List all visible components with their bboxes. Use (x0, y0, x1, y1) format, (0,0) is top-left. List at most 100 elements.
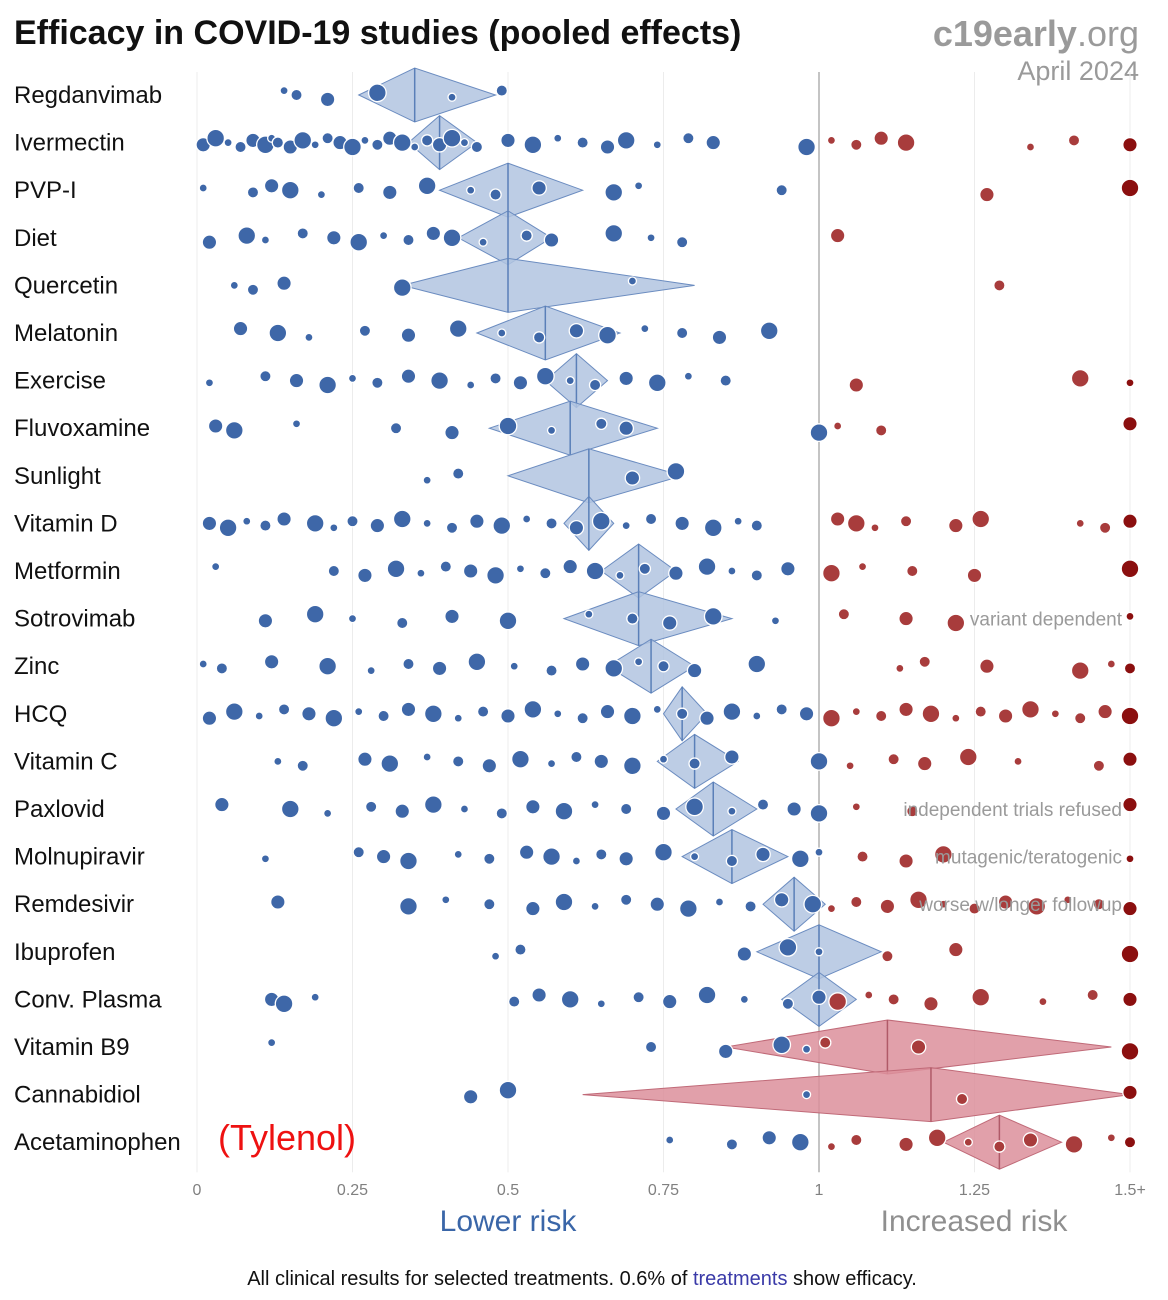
study-point-13-3 (277, 703, 291, 716)
study-point-14-7 (510, 749, 530, 769)
study-point-17-9 (678, 899, 698, 919)
study-point-14-5 (451, 755, 465, 768)
row-zinc (198, 638, 1137, 694)
study-point-13-2 (254, 711, 264, 721)
study-point-5-11 (675, 326, 689, 340)
study-point-9-1 (218, 518, 238, 538)
study-point-9-22 (733, 516, 743, 526)
row-quercetin (229, 257, 1006, 313)
study-point-21-0 (462, 1088, 479, 1105)
study-point-2-4 (316, 189, 327, 200)
study-point-16-12 (689, 851, 700, 862)
study-point-8-2 (624, 470, 641, 486)
row-remdesivir: worse w/longer followup (270, 876, 1138, 932)
study-point-3-9 (442, 228, 462, 248)
study-point-17-17 (909, 890, 928, 910)
lower-risk-label: Lower risk (440, 1205, 578, 1238)
study-point-22-6 (898, 1136, 914, 1153)
study-point-18-1 (514, 943, 527, 956)
study-point-22-0 (665, 1135, 675, 1145)
study-point-9-31 (1098, 521, 1112, 535)
study-point-2-3 (280, 180, 300, 200)
treatments-link[interactable]: treatments (693, 1268, 787, 1290)
treatment-label-17: Remdesivir (14, 891, 134, 918)
pooled-diamond-7 (487, 400, 659, 456)
study-point-17-24 (1122, 900, 1138, 917)
study-point-16-17 (856, 850, 869, 863)
study-point-17-22 (1063, 895, 1073, 905)
treatment-label-0: Regdanvimab (14, 82, 162, 109)
study-point-13-35 (1073, 711, 1087, 725)
treatment-labels: Regdanvimab Ivermectin PVP-I Diet Quercetin M… (14, 82, 181, 1156)
study-point-5-7 (532, 331, 546, 344)
pooled-diamond-0 (357, 67, 498, 123)
study-point-13-14 (553, 709, 563, 719)
study-point-16-15 (790, 849, 810, 869)
study-point-3-5 (349, 232, 369, 252)
study-point-3-0 (201, 234, 218, 251)
study-point-10-11 (585, 561, 605, 581)
study-point-21-2 (801, 1089, 812, 1100)
study-point-12-5 (402, 657, 415, 671)
chart-title: Efficacy in COVID-19 studies (pooled eff… (14, 14, 741, 52)
study-point-11-6 (584, 609, 594, 619)
study-point-15-1 (280, 799, 300, 819)
study-point-19-10 (739, 994, 750, 1005)
study-point-2-13 (775, 183, 788, 197)
study-point-20-3 (772, 1035, 792, 1055)
study-point-19-9 (697, 985, 717, 1005)
study-point-17-15 (850, 895, 863, 909)
study-point-17-0 (270, 894, 286, 910)
study-point-12-20 (1106, 659, 1116, 669)
study-point-13-25 (821, 708, 841, 728)
study-point-11-2 (347, 613, 358, 624)
treatment-label-20: Vitamin B9 (14, 1034, 130, 1061)
study-point-12-4 (366, 665, 376, 676)
study-point-19-13 (828, 992, 848, 1012)
study-point-5-12 (711, 329, 728, 346)
row-vitamin-d (201, 495, 1138, 552)
pooled-diamond-11 (562, 591, 734, 647)
study-point-17-6 (590, 901, 600, 912)
study-point-6-19 (1070, 368, 1090, 388)
study-point-17-2 (441, 895, 451, 905)
row-paxlovid: independent trials refused (214, 781, 1138, 837)
study-point-11-10 (770, 616, 781, 626)
study-point-11-5 (498, 611, 518, 631)
study-point-21-3 (955, 1092, 969, 1106)
study-point-11-13 (946, 613, 966, 633)
treatment-label-19: Conv. Plasma (14, 986, 162, 1013)
study-point-2-9 (489, 188, 502, 201)
study-point-1-19 (420, 134, 434, 147)
study-point-13-17 (622, 706, 642, 726)
study-point-15-10 (590, 799, 600, 810)
study-point-1-18 (410, 142, 420, 152)
study-point-6-3 (318, 375, 338, 395)
source-date: April 2024 (1017, 56, 1139, 86)
study-point-4-3 (392, 278, 412, 298)
study-point-13-20 (699, 710, 715, 727)
treatment-label-10: Metformin (14, 558, 121, 585)
row-ibuprofen (490, 924, 1140, 980)
study-point-15-14 (727, 806, 737, 816)
study-point-17-13 (803, 894, 823, 914)
study-point-3-8 (425, 225, 442, 242)
study-point-15-12 (655, 805, 672, 822)
study-point-3-11 (520, 229, 533, 242)
study-point-10-14 (668, 565, 684, 582)
study-point-9-21 (703, 518, 723, 538)
study-point-9-28 (947, 517, 964, 534)
study-point-11-1 (305, 604, 325, 624)
study-point-1-17 (392, 133, 412, 153)
study-point-16-0 (260, 854, 271, 864)
row-diet (201, 210, 846, 266)
study-point-10-23 (1120, 559, 1140, 579)
study-point-19-1 (274, 994, 294, 1014)
study-point-7-1 (224, 420, 244, 440)
study-point-19-12 (811, 989, 827, 1006)
study-point-1-30 (652, 140, 662, 150)
study-point-0-5 (495, 84, 509, 97)
study-point-5-3 (358, 324, 372, 338)
study-point-9-25 (846, 513, 866, 533)
treatment-label-6: Exercise (14, 368, 106, 395)
